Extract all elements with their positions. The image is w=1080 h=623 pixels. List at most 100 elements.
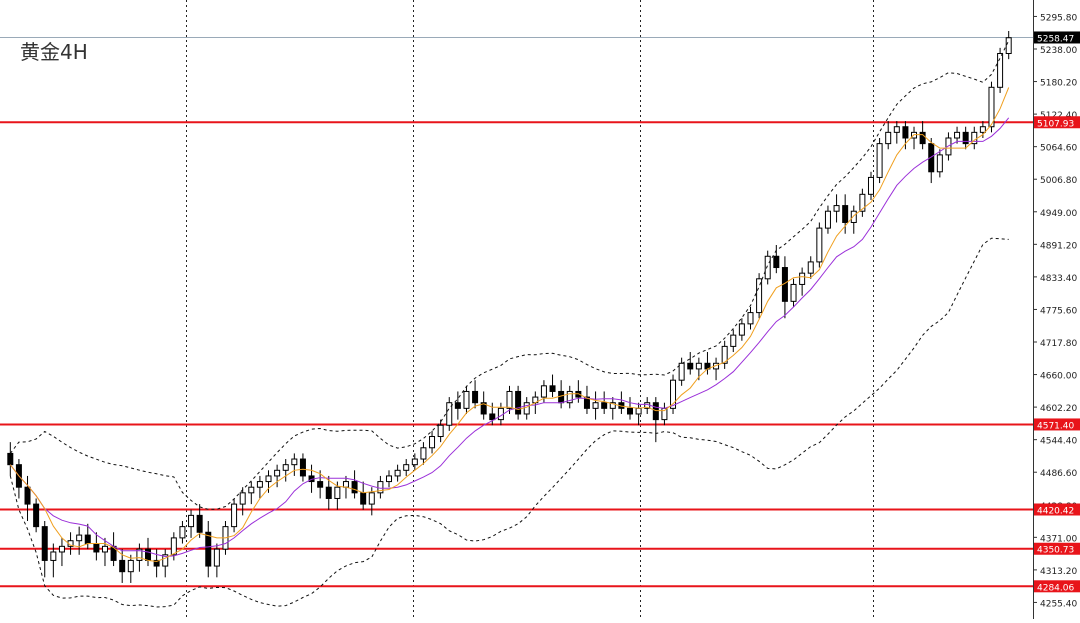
candle-body: [842, 205, 849, 223]
candle-body: [730, 334, 737, 347]
candle-body: [50, 551, 57, 561]
candle-body: [368, 492, 375, 505]
candle-body: [127, 559, 134, 573]
candle: [58, 537, 65, 567]
candle: [248, 481, 255, 505]
candle-body: [119, 559, 126, 573]
tick-label: 5180.20: [1040, 79, 1077, 89]
candles: [7, 30, 1012, 608]
candle-body: [885, 131, 892, 145]
candle: [583, 385, 590, 414]
candle: [162, 549, 169, 578]
candle: [592, 391, 599, 420]
ma-slow: [9, 117, 1010, 558]
candle: [747, 306, 754, 330]
candle-body: [265, 475, 272, 483]
candle-body: [738, 323, 745, 336]
price-axis: 5295.80 5238.00 5180.20 5122.40 5064.60 5006.…: [1033, 0, 1077, 619]
candle: [196, 504, 203, 538]
candle: [291, 453, 298, 476]
candle: [971, 126, 978, 150]
candle-body: [231, 503, 238, 528]
candle-body: [420, 447, 427, 460]
candle: [678, 357, 685, 386]
current-price-label: 5258.47: [1037, 34, 1074, 44]
candle: [239, 487, 246, 516]
candle-body: [747, 312, 754, 325]
candle-body: [678, 362, 685, 381]
candle-body: [317, 481, 324, 488]
tick-label: 4371.00: [1040, 534, 1077, 544]
candle-body: [859, 193, 866, 212]
candle-body: [282, 464, 289, 471]
tick-label: 4891.20: [1040, 241, 1077, 251]
tick-label: 4544.40: [1040, 437, 1077, 447]
level-label-bg: [1034, 503, 1080, 516]
candle: [33, 498, 40, 533]
tick-label: 4602.20: [1040, 404, 1077, 414]
candle-body: [962, 131, 969, 145]
candle: [446, 397, 453, 431]
candle-body: [833, 205, 840, 212]
candle: [205, 520, 212, 578]
level-labels: 5107.93 4571.40 4420.42 4350.73 4284.06 5258.…: [1034, 31, 1080, 593]
level-label: 4571.40: [1037, 421, 1074, 431]
candle-body: [394, 469, 401, 477]
candle-body: [971, 131, 978, 145]
candle-body: [540, 385, 547, 398]
candle: [773, 245, 780, 274]
candle-body: [850, 210, 857, 223]
candle: [480, 391, 487, 420]
candle-body: [256, 481, 263, 488]
candle-body: [162, 554, 169, 567]
candle: [213, 543, 220, 578]
candle: [454, 391, 461, 420]
level-label-bg: [1034, 580, 1080, 593]
candle-body: [145, 548, 152, 561]
candle-body: [170, 537, 177, 556]
candle-body: [291, 458, 298, 466]
candle: [842, 194, 849, 234]
candle-body: [342, 481, 349, 488]
candle: [790, 278, 797, 307]
candle: [730, 329, 737, 353]
candle: [876, 137, 883, 184]
tick-label: 5064.60: [1040, 144, 1077, 154]
candle-body: [807, 261, 814, 274]
candle: [893, 121, 900, 144]
candle-body: [790, 283, 797, 302]
candle-body: [325, 486, 332, 499]
candle: [601, 391, 608, 414]
bollinger-upper: [9, 40, 1010, 510]
candle-body: [824, 210, 831, 229]
candle-body: [626, 407, 633, 415]
candle: [850, 205, 857, 234]
candle: [954, 126, 961, 144]
candle: [575, 380, 582, 403]
candle: [489, 402, 496, 426]
candle-body: [334, 486, 341, 499]
candle-body: [566, 390, 573, 404]
candle-body: [480, 402, 487, 415]
candle-body: [153, 559, 160, 567]
tick-label: 4255.40: [1040, 599, 1077, 609]
candle-body: [136, 548, 143, 561]
candle: [386, 470, 393, 488]
candle: [317, 470, 324, 499]
candle: [299, 453, 306, 482]
candle: [670, 374, 677, 414]
candle: [626, 397, 633, 420]
candle-body: [876, 143, 883, 178]
candle-body: [386, 475, 393, 483]
candle: [515, 385, 522, 420]
candle: [997, 47, 1004, 93]
candle: [411, 453, 418, 471]
candle: [472, 380, 479, 409]
candle-body: [93, 543, 100, 553]
candle-body: [979, 126, 986, 133]
chart-title: 黄金4H: [20, 40, 88, 64]
candle-body: [411, 458, 418, 466]
candle: [824, 205, 831, 234]
candle: [652, 397, 659, 443]
candle: [24, 475, 31, 521]
